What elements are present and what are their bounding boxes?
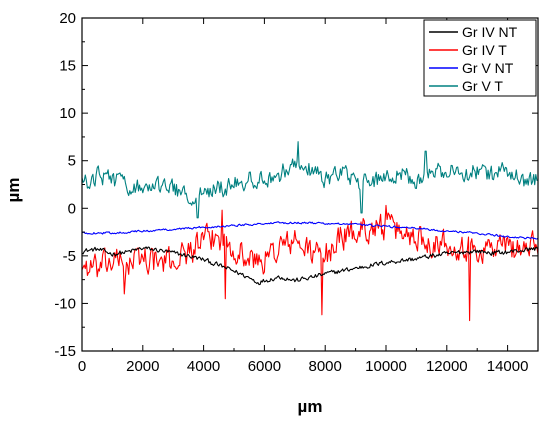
legend: Gr IV NT Gr IV T Gr V NT Gr V T [423,19,537,97]
series-line-gr-iv-t [81,204,539,322]
x-tick-label: 12000 [426,358,468,375]
ticks-layer: 0 2000 4000 6000 8000 10000 12000 14000 -15 -10 -5… [54,10,538,375]
y-tick-label: -5 [63,248,76,265]
x-tick-label: 14000 [487,358,529,375]
y-tick-label: 15 [59,58,76,75]
series-line-gr-v-nt [81,221,539,240]
x-tick-label: 0 [78,358,86,375]
legend-label: Gr IV T [462,42,507,58]
y-tick-label: -10 [54,295,76,312]
y-tick-label: 0 [68,200,76,217]
y-tick-label: -15 [54,343,76,360]
y-tick-label: 10 [59,105,76,122]
x-axis-title: µm [298,397,323,416]
series-line-gr-v-t [81,141,539,219]
x-tick-label: 10000 [365,358,407,375]
x-tick-label: 8000 [309,358,342,375]
legend-label: Gr V T [462,78,503,94]
legend-label: Gr V NT [462,60,514,76]
y-tick-label: 5 [68,153,76,170]
y-tick-label: 20 [59,10,76,27]
y-axis-title: µm [4,178,23,203]
x-tick-label: 4000 [187,358,220,375]
legend-label: Gr IV NT [462,24,518,40]
series-layer [81,141,539,322]
x-tick-label: 6000 [248,358,281,375]
x-tick-label: 2000 [126,358,159,375]
series-line-gr-iv-nt [81,246,539,286]
